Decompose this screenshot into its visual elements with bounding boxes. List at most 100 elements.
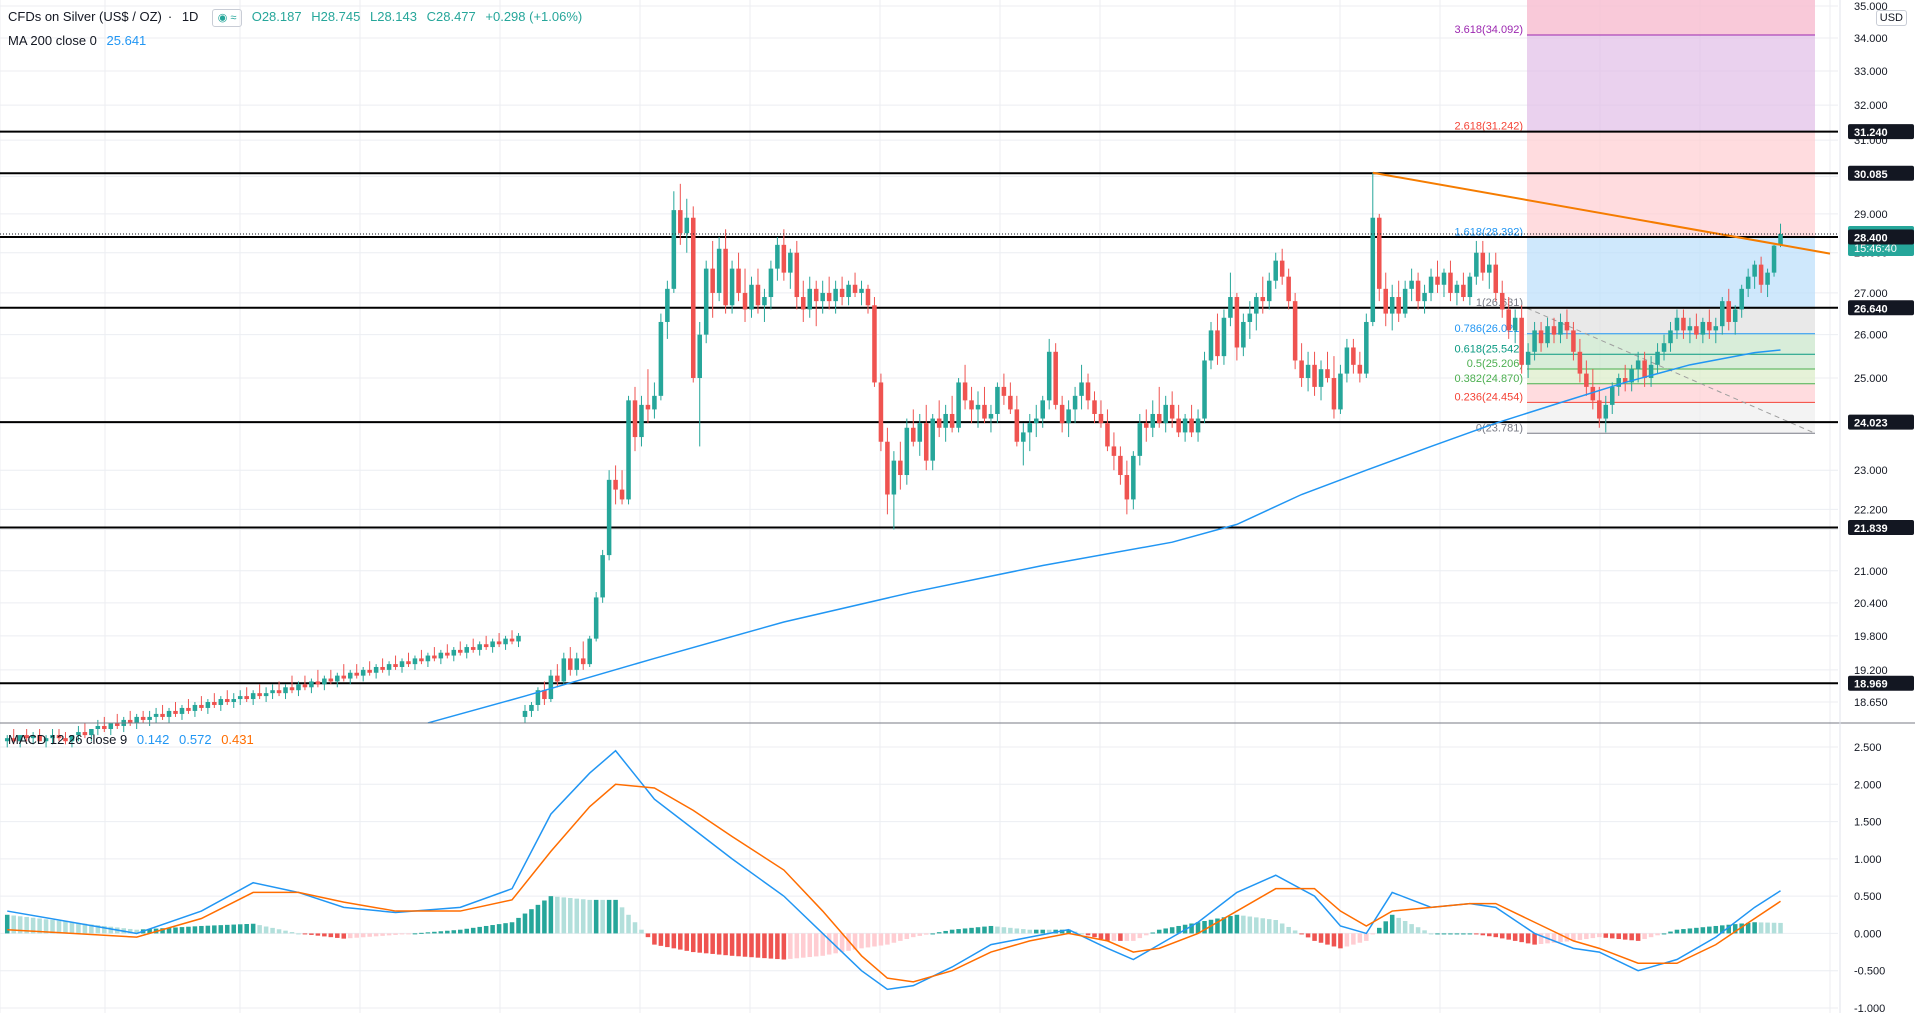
- interval-label[interactable]: 1D: [181, 9, 199, 25]
- fib-zone: [1527, 308, 1815, 334]
- macd-histogram-bar: [1383, 921, 1389, 934]
- macd-histogram-bar: [63, 921, 68, 934]
- candle: [457, 641, 463, 656]
- candle: [445, 644, 450, 659]
- price-axis: 35.00034.00033.00032.00031.00030.00029.0…: [1854, 1, 1888, 709]
- macd-histogram-bar: [1765, 922, 1770, 934]
- candle: [1318, 360, 1324, 401]
- macd-histogram-bar: [710, 933, 715, 954]
- price-label-box: [1848, 414, 1914, 430]
- candle: [199, 696, 204, 711]
- price-tick-label: 25.000: [1854, 373, 1888, 385]
- candle-body: [24, 735, 29, 739]
- macd-histogram-bar: [1079, 933, 1084, 935]
- candle: [1208, 321, 1214, 370]
- candle-body: [613, 479, 618, 490]
- candle-body: [1273, 260, 1278, 281]
- macd-histogram-bar: [729, 933, 735, 956]
- macd-histogram-bar: [600, 899, 605, 934]
- candle-body: [1182, 418, 1188, 433]
- macd-histogram-bar: [535, 904, 541, 934]
- candle-body: [956, 382, 961, 428]
- macd-histogram-bar: [749, 933, 754, 958]
- macd-histogram-bar: [1299, 933, 1304, 935]
- fib-zone: [1527, 0, 1815, 36]
- candle-body: [749, 284, 754, 310]
- macd-histogram-bar: [1014, 928, 1020, 934]
- candle: [742, 268, 748, 322]
- candle-body: [1525, 351, 1531, 365]
- candle-body: [1655, 351, 1660, 365]
- candle: [593, 592, 599, 642]
- candle: [347, 669, 353, 685]
- candle: [1066, 400, 1071, 438]
- macd-histogram-bar: [1700, 927, 1706, 934]
- candle-body: [548, 675, 554, 700]
- candles: [4, 172, 1783, 748]
- visibility-toggle-icon[interactable]: ◉ ≈: [212, 9, 243, 27]
- candle: [1124, 460, 1130, 515]
- candle: [917, 413, 923, 456]
- currency-badge[interactable]: USD: [1875, 10, 1907, 26]
- macd-histogram-bar: [522, 913, 528, 934]
- candle-body: [1609, 386, 1615, 405]
- macd-histogram-bar: [1435, 933, 1440, 935]
- candle-body: [114, 722, 120, 726]
- macd-histogram-bar: [1771, 922, 1777, 934]
- candle: [736, 252, 741, 302]
- candle: [186, 699, 191, 714]
- candle-body: [1758, 264, 1764, 285]
- candle-body: [1700, 321, 1706, 335]
- ma200-line: [427, 349, 1781, 724]
- candle: [1590, 369, 1596, 410]
- candle-body: [199, 704, 204, 708]
- candle-body: [678, 210, 683, 234]
- candle: [451, 647, 457, 662]
- macd-histogram-bar: [263, 926, 269, 934]
- macd-histogram-bar: [1441, 933, 1447, 935]
- ma-legend[interactable]: MA 200 close 0 25.641: [8, 33, 152, 48]
- macd-histogram-bar: [561, 897, 567, 934]
- candle: [1732, 305, 1738, 335]
- candle: [315, 669, 321, 688]
- candle: [503, 635, 508, 650]
- candle-body: [315, 681, 321, 685]
- candle: [173, 702, 178, 717]
- candle: [1538, 321, 1544, 352]
- candle: [1506, 297, 1511, 339]
- candle-body: [1131, 455, 1136, 500]
- candle: [134, 713, 139, 730]
- macd-tick-label: 1.500: [1854, 817, 1882, 829]
- candle: [1752, 260, 1757, 289]
- candle-body: [574, 658, 580, 670]
- candle: [1131, 451, 1136, 510]
- macd-histogram-bar: [212, 925, 217, 934]
- macd-histogram-bar: [1603, 933, 1609, 938]
- candle-body: [923, 423, 929, 461]
- macd-histogram-bar: [1558, 933, 1563, 943]
- macd-histogram-bar: [37, 918, 42, 934]
- macd-histogram-bar: [1551, 933, 1557, 943]
- candle: [17, 735, 23, 748]
- candle: [1499, 280, 1505, 318]
- symbol-title[interactable]: CFDs on Silver (US$ / OZ): [8, 9, 162, 25]
- candle: [529, 702, 534, 717]
- macd-legend[interactable]: MACD 12 26 close 9 0.142 0.572 0.431: [8, 732, 260, 747]
- candle: [820, 280, 825, 314]
- candle-body: [898, 460, 903, 476]
- candle-body: [1519, 317, 1524, 365]
- macd-histogram-bar: [1674, 929, 1680, 934]
- candle: [755, 268, 761, 314]
- candle-body: [166, 710, 172, 717]
- candle-body: [555, 675, 560, 682]
- candle: [76, 725, 81, 742]
- macd-histogram-bar: [289, 932, 295, 934]
- macd-histogram-bar: [309, 933, 314, 935]
- candle: [645, 369, 651, 424]
- candle-body: [1040, 400, 1045, 419]
- macd-histogram-bar: [813, 933, 819, 957]
- macd-histogram-bar: [1648, 933, 1654, 938]
- macd-axis: 2.500 2.000 1.500 1.000 0.500 0.000 -0.500 -1.0…: [1854, 742, 1885, 1015]
